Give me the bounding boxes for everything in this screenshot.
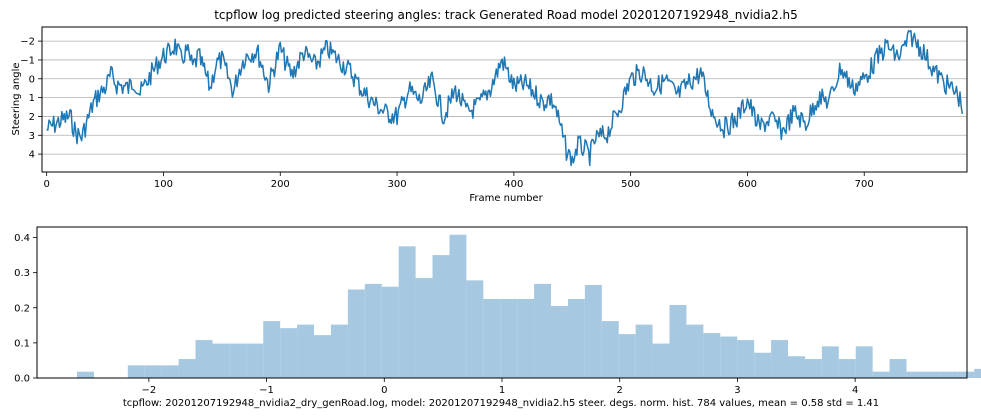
x-axis-label: tcpflow: 20201207192948_nvidia2_dry_genR… — [123, 398, 879, 409]
histogram-bar — [246, 343, 264, 378]
histogram-bar — [754, 352, 772, 378]
histogram-chart: 0.0 0.1 0.2 0.3 0.4 −2 −1 0 1 2 3 4 tcpflow: 20201… — [14, 226, 981, 409]
plot-frame — [36, 226, 968, 379]
histogram-bar — [534, 283, 552, 378]
y-tick-label: 0.3 — [14, 268, 30, 279]
histogram-bar — [280, 328, 298, 378]
histogram-bar — [212, 343, 230, 378]
histogram-bar — [314, 335, 331, 378]
y-axis-ticks: 0.0 0.1 0.2 0.3 0.4 — [14, 233, 37, 385]
y-tick-label: −2 — [20, 37, 35, 48]
x-tick-label: 3 — [734, 385, 740, 396]
x-tick-label: 1 — [499, 385, 505, 396]
histogram-bar — [923, 371, 941, 378]
histogram-bar — [584, 284, 602, 378]
y-tick-label: 0.2 — [14, 303, 30, 314]
y-tick-label: 0.1 — [14, 338, 30, 349]
x-tick-label: −1 — [259, 385, 274, 396]
histogram-bar — [669, 304, 687, 378]
steering-line-chart: tcpflow log predicted steering angles: t… — [11, 8, 968, 204]
histogram-bar — [398, 246, 416, 378]
histogram-bar — [720, 336, 738, 378]
histogram-bar — [788, 356, 805, 378]
x-tick-label: 400 — [504, 179, 523, 190]
histogram-bar — [940, 371, 958, 378]
steering-series-line — [46, 30, 964, 167]
histogram-bar — [161, 365, 179, 378]
x-tick-label: 0 — [43, 179, 49, 190]
histogram-bar — [703, 333, 721, 378]
histogram-bar — [432, 255, 450, 378]
x-tick-label: 300 — [388, 179, 407, 190]
histogram-bar — [957, 371, 975, 378]
y-tick-label: −1 — [20, 55, 35, 66]
histogram-bar — [297, 324, 315, 378]
x-axis-label: Frame number — [469, 193, 543, 204]
histogram-bar — [263, 321, 281, 378]
y-tick-label: 1 — [29, 93, 35, 104]
histogram-bar — [466, 280, 484, 378]
histogram-bar — [415, 277, 433, 378]
y-axis-label: Steering angle — [11, 62, 22, 135]
histogram-bar — [601, 321, 619, 378]
histogram-bar — [906, 371, 924, 378]
y-tick-label: 3 — [29, 131, 35, 142]
histogram-bar — [686, 324, 704, 378]
histogram-bar — [652, 343, 670, 378]
histogram-bar — [804, 359, 822, 378]
x-axis-ticks: 0 100 200 300 400 500 600 700 — [43, 172, 874, 190]
plot-frame — [41, 26, 968, 173]
histogram-bar — [364, 283, 382, 378]
histogram-bar — [889, 359, 907, 378]
chart-title: tcpflow log predicted steering angles: t… — [214, 8, 798, 22]
histogram-bar — [144, 365, 162, 378]
histogram-bar — [500, 298, 518, 378]
histogram-bar — [195, 340, 213, 378]
y-tick-label: 0 — [29, 74, 35, 85]
histogram-bar — [974, 368, 981, 378]
histogram-bars — [77, 234, 981, 378]
histogram-bar — [872, 371, 890, 378]
histogram-bar — [449, 234, 467, 378]
x-tick-label: 600 — [738, 179, 757, 190]
histogram-bar — [347, 289, 365, 378]
x-tick-label: 0 — [381, 385, 387, 396]
histogram-bar — [381, 286, 399, 378]
y-tick-label: 2 — [29, 112, 35, 123]
x-tick-label: 200 — [271, 179, 290, 190]
x-tick-label: 100 — [154, 179, 173, 190]
histogram-bar — [483, 298, 501, 378]
histogram-bar — [229, 343, 247, 378]
x-tick-label: 700 — [855, 179, 874, 190]
x-tick-label: 2 — [617, 385, 623, 396]
histogram-bar — [127, 365, 145, 378]
x-tick-label: 4 — [852, 385, 858, 396]
histogram-bar — [771, 340, 789, 378]
histogram-bar — [737, 340, 755, 378]
histogram-bar — [618, 334, 636, 378]
y-axis-ticks: −2 −1 0 1 2 3 4 — [20, 37, 42, 161]
histogram-bar — [821, 346, 839, 378]
histogram-bar — [855, 346, 873, 378]
histogram-bar — [551, 306, 568, 378]
y-tick-label: 4 — [29, 150, 35, 161]
histogram-bar — [330, 324, 348, 378]
x-axis-ticks: −2 −1 0 1 2 3 4 — [141, 378, 858, 396]
histogram-bar — [635, 324, 653, 378]
x-tick-label: −2 — [141, 385, 156, 396]
histogram-bar — [178, 359, 196, 378]
histogram-bar — [567, 298, 585, 378]
y-tick-label: 0.0 — [14, 374, 30, 385]
histogram-bar — [77, 371, 94, 378]
histogram-bar — [517, 298, 535, 378]
y-tick-label: 0.4 — [14, 233, 30, 244]
x-tick-label: 500 — [621, 179, 640, 190]
histogram-bar — [838, 359, 856, 378]
